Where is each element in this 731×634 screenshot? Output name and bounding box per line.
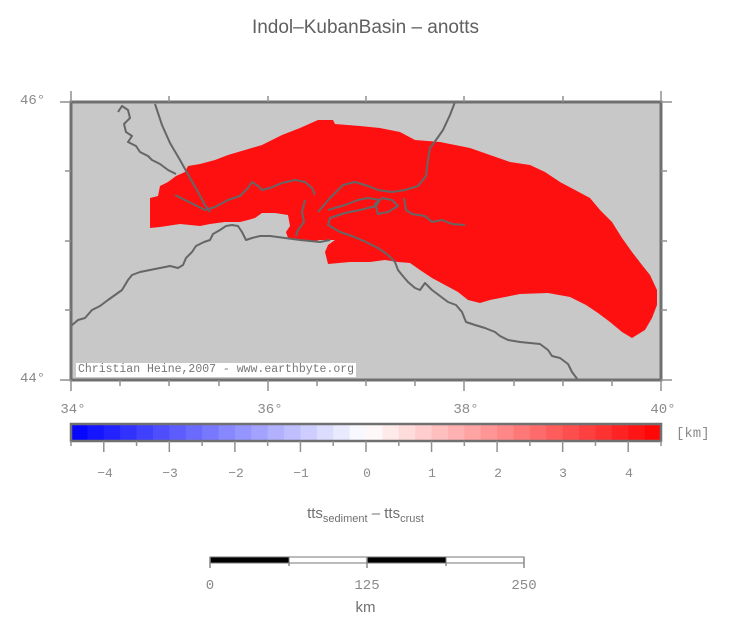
river-kuban: [403, 197, 466, 226]
lat-label-44: 44°: [20, 371, 46, 387]
colorbar-ticks: [70, 441, 662, 452]
map-ticks: [60, 91, 672, 391]
anomaly-region: [150, 120, 657, 338]
colorbar-label: 3: [559, 466, 567, 481]
lat-label-46: 46°: [20, 93, 46, 109]
scale-label-250: 250: [511, 578, 537, 594]
lon-label-40: 40°: [650, 402, 676, 418]
colorbar-label: −3: [162, 466, 178, 481]
scale-unit: km: [355, 599, 376, 616]
colorbar-unit: [km]: [676, 426, 710, 442]
colorbar-label: 0: [363, 466, 371, 481]
coastline-sivash: [117, 105, 177, 175]
colorbar-title: ttssediment – ttscrust: [307, 505, 424, 525]
lon-label-38: 38°: [453, 402, 479, 418]
colorbar-label: 4: [625, 466, 633, 481]
map-title: Indol–KubanBasin – anotts: [251, 17, 480, 38]
colorbar-label: −2: [228, 466, 244, 481]
scale-label-0: 0: [205, 578, 215, 594]
scale-label-125: 125: [354, 578, 380, 594]
lon-label-34: 34°: [60, 402, 86, 418]
colorbar: [71, 424, 662, 441]
coastline-taman: [295, 199, 306, 237]
colorbar-label: −1: [293, 466, 309, 481]
coastline-crimea-south: [70, 224, 331, 327]
colorbar-label: 2: [494, 466, 502, 481]
coastline-estuary: [374, 197, 399, 215]
credit-label: Christian Heine,2007 - www.earthbyte.org: [76, 363, 357, 377]
lon-label-36: 36°: [257, 402, 283, 418]
colorbar-label: 1: [428, 466, 436, 481]
colorbar-label: −4: [97, 466, 113, 481]
coastline-arabat-spit: [154, 103, 211, 213]
coastline-kerch: [174, 179, 316, 211]
coastline-kuban-delta: [327, 197, 579, 381]
scale-bar: [209, 556, 525, 568]
coastline-azov-east: [317, 101, 456, 213]
